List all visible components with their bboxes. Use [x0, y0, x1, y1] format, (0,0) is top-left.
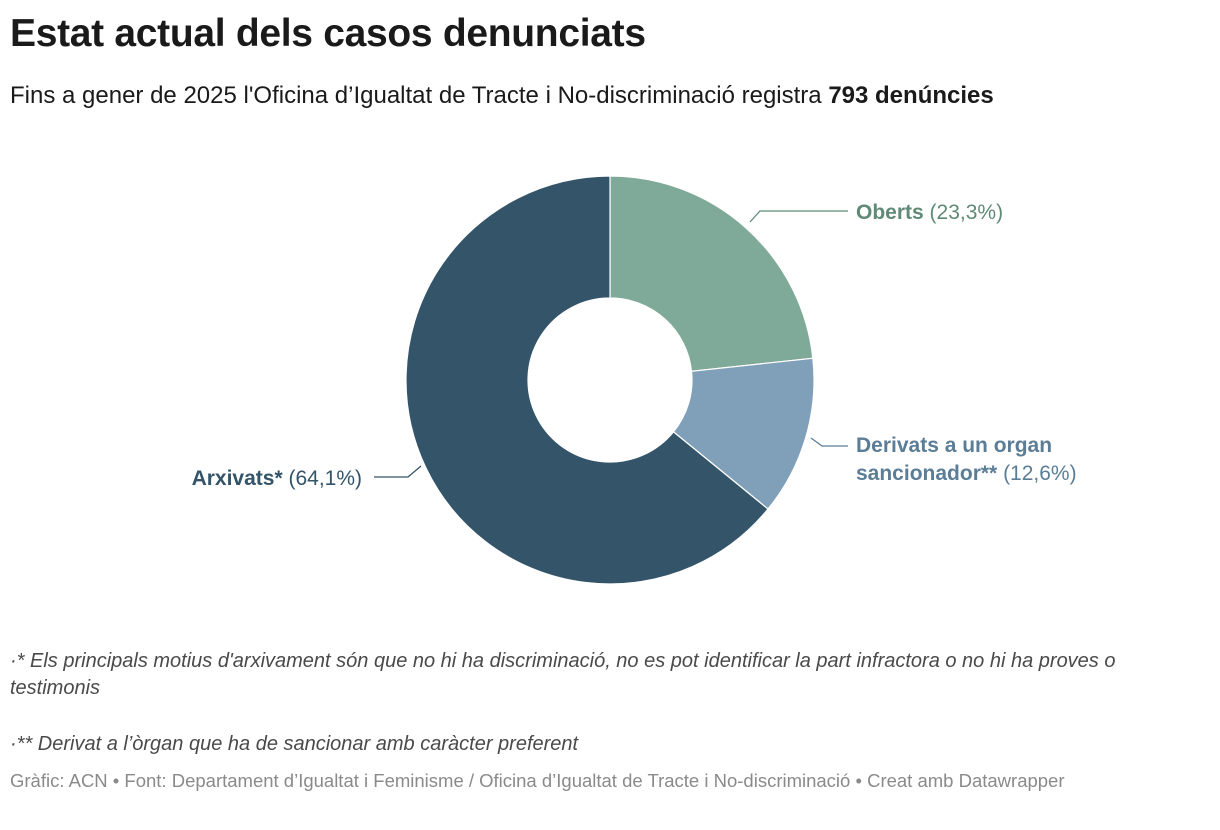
- subtitle-highlight: 793 denúncies: [828, 82, 994, 109]
- slice-value-derivats: (12,6%): [1003, 462, 1077, 485]
- slice-name-derivats-line2: sancionador**: [856, 462, 998, 485]
- slice-name-oberts: Oberts: [856, 201, 924, 224]
- donut-slices: [405, 175, 815, 585]
- slice-label-oberts: Oberts (23,3%): [856, 201, 1003, 224]
- leader-line-derivats: [810, 437, 848, 447]
- slice-name-arxivats: Arxivats*: [192, 467, 284, 490]
- leader-line-arxivats: [374, 465, 422, 478]
- chart-title: Estat actual dels casos denunciats: [10, 12, 646, 55]
- slice-label-derivats-line2: sancionador** (12,6%): [856, 462, 1077, 485]
- slice-derivats: [672, 357, 815, 510]
- note-derivats: ·** Derivat a l’òrgan que ha de sanciona…: [10, 733, 579, 755]
- chart-subtitle: Fins a gener de 2025 l'Oficina d’Igualta…: [10, 82, 994, 110]
- leader-line-oberts: [749, 210, 848, 223]
- slice-value-arxivats: (64,1%): [288, 467, 362, 490]
- donut-chart: Oberts (23,3%) Derivats a un organ sanci…: [192, 175, 1077, 585]
- subtitle-text: Fins a gener de 2025 l'Oficina d’Igualta…: [10, 82, 829, 109]
- chart-footer: Gràfic: ACN • Font: Departament d’Igualt…: [10, 770, 1065, 791]
- slice-label-derivats: Derivats a un organ: [856, 434, 1052, 457]
- slice-label-arxivats: Arxivats* (64,1%): [192, 467, 362, 490]
- chart-notes: ·* Els principals motius d'arxivament só…: [10, 648, 1200, 758]
- slice-name-derivats-line1: Derivats a un organ: [856, 434, 1052, 457]
- slice-value-oberts: (23,3%): [930, 201, 1004, 224]
- slice-arxivats: [405, 175, 769, 585]
- slice-oberts: [609, 175, 814, 372]
- note-arxivats: ·* Els principals motius d'arxivament só…: [10, 650, 1116, 699]
